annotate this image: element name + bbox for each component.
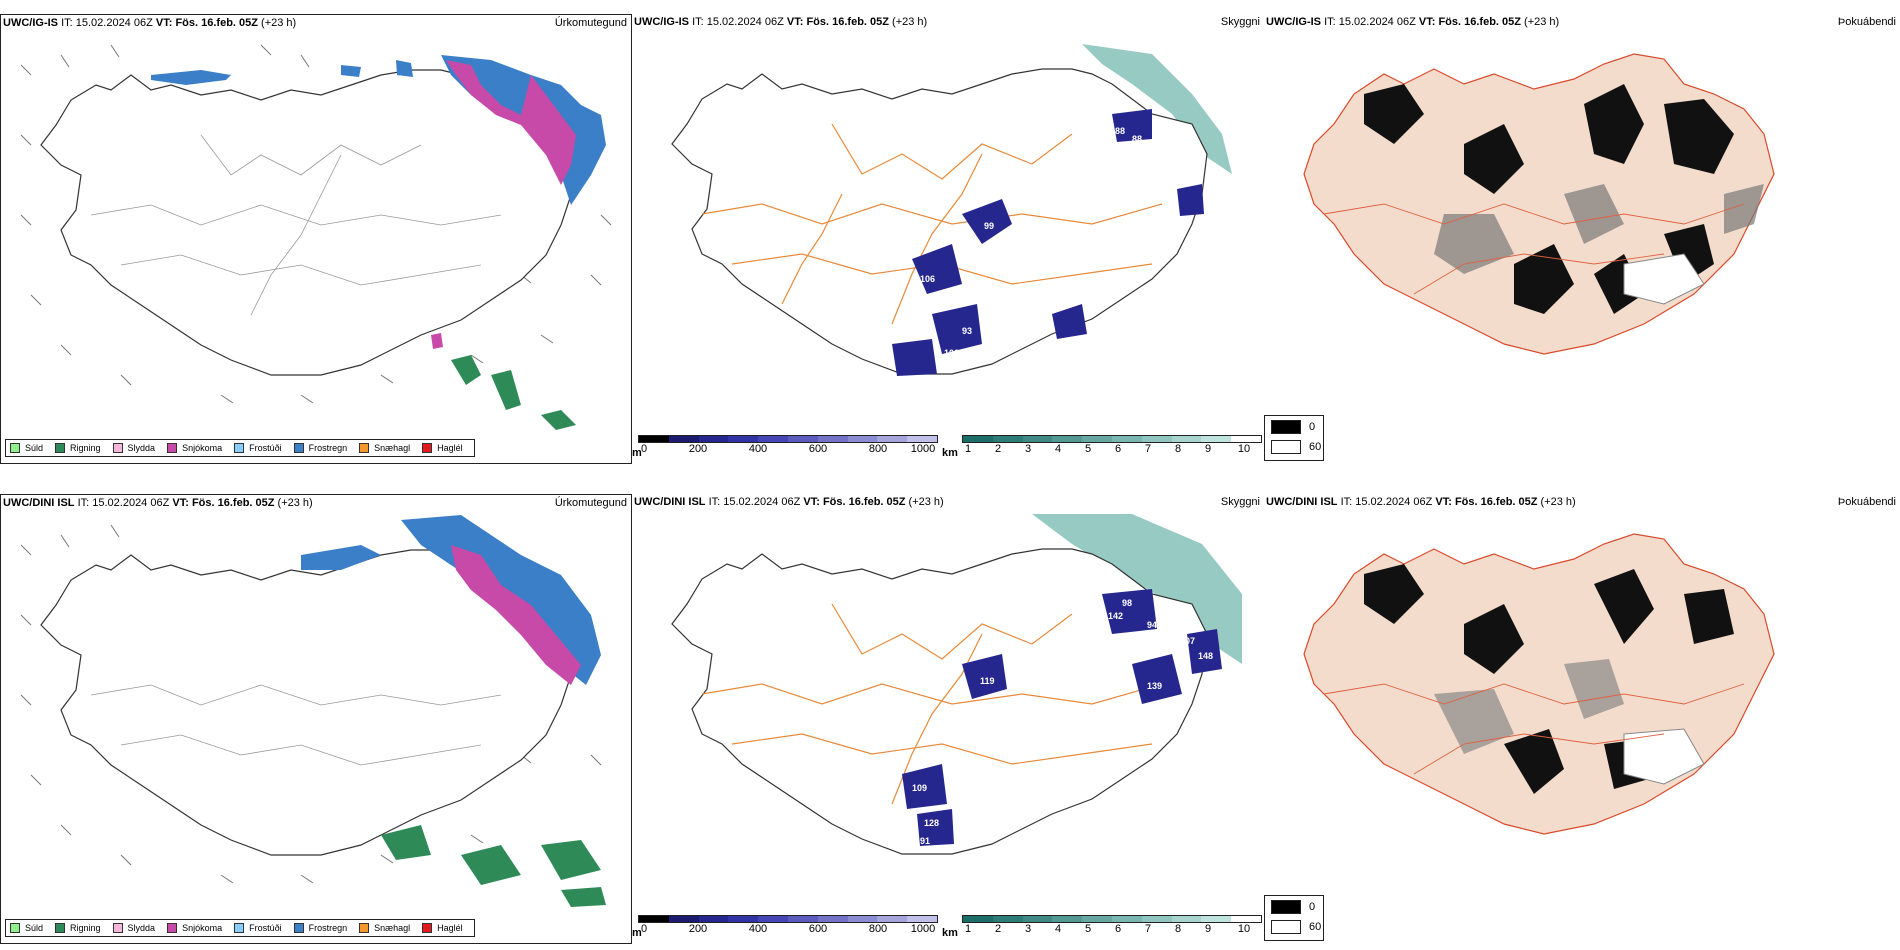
precip-header-row2: UWC/DINI ISL IT: 15.02.2024 06Z VT: Fös.… (3, 497, 313, 509)
legend-item-frostregn: Frostregn (293, 443, 347, 453)
cloud-label: 92 (1057, 296, 1067, 306)
cloud-label: 142 (1108, 611, 1123, 621)
cloud-label: 88 (1132, 134, 1142, 144)
roads (90, 134, 502, 316)
legend-item-snaehagl: Snæhagl (359, 443, 410, 453)
legend-item-rigning: Rigning (55, 443, 101, 453)
cloud-label: 119 (980, 676, 995, 686)
fog-legend-item: 60 (1271, 440, 1321, 454)
ceiling-unit-row1: m (632, 447, 642, 459)
cloud-label: 91 (920, 836, 930, 846)
precip-title-row1: Úrkomutegund (554, 17, 627, 29)
cloud-title-row2: Skyggni (1220, 496, 1260, 508)
precip-map-row1 (20, 44, 612, 430)
precip-areas (151, 55, 606, 430)
cloud-label: 139 (1147, 681, 1162, 691)
legend-item-frostudi: Frostúði (234, 443, 282, 453)
cloud-label: 712 (1077, 564, 1092, 574)
cloud-panel-row2: UWC/DINI ISL IT: 15.02.2024 06Z VT: Fös.… (632, 494, 1264, 944)
cloud-title-row1: Skyggni (1220, 16, 1260, 28)
cloud-label: 98 (1122, 598, 1132, 608)
iceland-outline (40, 69, 577, 376)
cloud-label: 144 (1200, 681, 1215, 691)
cloud-label: 93 (962, 326, 972, 336)
legend-item-sudl: Súld (10, 443, 43, 453)
ceiling-scale-row1: 0 200 400 600 800 1000 (638, 435, 938, 457)
cloud-label: 288 (1110, 126, 1125, 136)
fog-map-row1 (1303, 53, 1775, 355)
fog-map-row2 (1303, 533, 1775, 835)
precip-title-row2: Úrkomutegund (554, 497, 627, 509)
cloud-label: 148 (1198, 651, 1213, 661)
fog-panel-row1: UWC/IG-IS IT: 15.02.2024 06Z VT: Fös. 16… (1264, 14, 1900, 464)
visibility-unit-row2: km (942, 927, 958, 939)
fog-legend-item: 0 (1271, 420, 1315, 434)
ceiling-unit-row2: m (632, 927, 642, 939)
precip-legend-row2: Súld Rigning Slydda Snjókoma Frostúði Fr… (5, 919, 475, 937)
fog-title-row1: Þokuábendi (1837, 16, 1896, 28)
fog-header-row2: UWC/DINI ISL IT: 15.02.2024 06Z VT: Fös.… (1266, 496, 1576, 508)
visibility-scale-row1: 1 2 3 4 5 6 7 8 9 10 (962, 435, 1262, 457)
fog-panel-row2: UWC/DINI ISL IT: 15.02.2024 06Z VT: Fös.… (1264, 494, 1900, 944)
fog-title-row2: Þokuábendi (1837, 496, 1896, 508)
cloud-map-row2: 712 98 142 94 107 148 119 139 144 109 12… (671, 514, 1242, 855)
ceiling-scale-row2: 0 200 400 600 800 1000 (638, 915, 938, 937)
cloud-label: 106 (944, 348, 959, 358)
cloud-label: 107 (1180, 636, 1195, 646)
cloud-label: 72 (1084, 116, 1094, 126)
cloud-label: 93 (1087, 296, 1097, 306)
ceiling-tick: 600 (808, 443, 828, 455)
ceiling-tick: 400 (748, 443, 768, 455)
cloud-label: 94 (1147, 620, 1157, 630)
fog-header-row1: UWC/IG-IS IT: 15.02.2024 06Z VT: Fös. 16… (1266, 16, 1560, 28)
ceiling-tick: 800 (868, 443, 888, 455)
fog-legend-row2: 0 60 (1264, 895, 1324, 941)
precip-panel-row2: UWC/DINI ISL IT: 15.02.2024 06Z VT: Fös.… (0, 494, 632, 944)
cloud-label: 128 (924, 818, 939, 828)
visibility-scale-row2: 1 2 3 4 5 6 7 8 9 10 (962, 915, 1262, 937)
fog-legend-row1: 0 60 (1264, 415, 1324, 461)
cloud-label: 106 (920, 274, 935, 284)
ceiling-colorbar (638, 435, 938, 443)
ceiling-tick: 1000 (910, 443, 936, 455)
legend-item-slydda: Slydda (112, 443, 155, 453)
cloud-label: 97 (916, 296, 926, 306)
precip-map-row2 (20, 515, 606, 907)
cloud-panel-row1: UWC/IG-IS IT: 15.02.2024 06Z VT: Fös. 16… (632, 14, 1264, 464)
ceiling-tick: 200 (688, 443, 708, 455)
cloud-map-row1: 72 288 88 99 106 97 93 92 93 106 (671, 44, 1232, 376)
legend-item-snjokoma: Snjókoma (167, 443, 222, 453)
precip-header-row1: UWC/IG-IS IT: 15.02.2024 06Z VT: Fös. 16… (3, 17, 297, 29)
precip-panel-row1: UWC/IG-IS IT: 15.02.2024 06Z VT: Fös. 16… (0, 14, 632, 464)
cloud-header-row2: UWC/DINI ISL IT: 15.02.2024 06Z VT: Fös.… (634, 496, 944, 508)
legend-item-haglel: Haglél (422, 443, 463, 453)
ceiling-tick: 0 (640, 443, 648, 455)
cloud-header-row1: UWC/IG-IS IT: 15.02.2024 06Z VT: Fös. 16… (634, 16, 928, 28)
visibility-unit-row1: km (942, 447, 958, 459)
cloud-label: 109 (912, 783, 927, 793)
cloud-label: 99 (984, 221, 994, 231)
precip-legend-row1: Súld Rigning Slydda Snjókoma Frostúði Fr… (5, 439, 475, 457)
